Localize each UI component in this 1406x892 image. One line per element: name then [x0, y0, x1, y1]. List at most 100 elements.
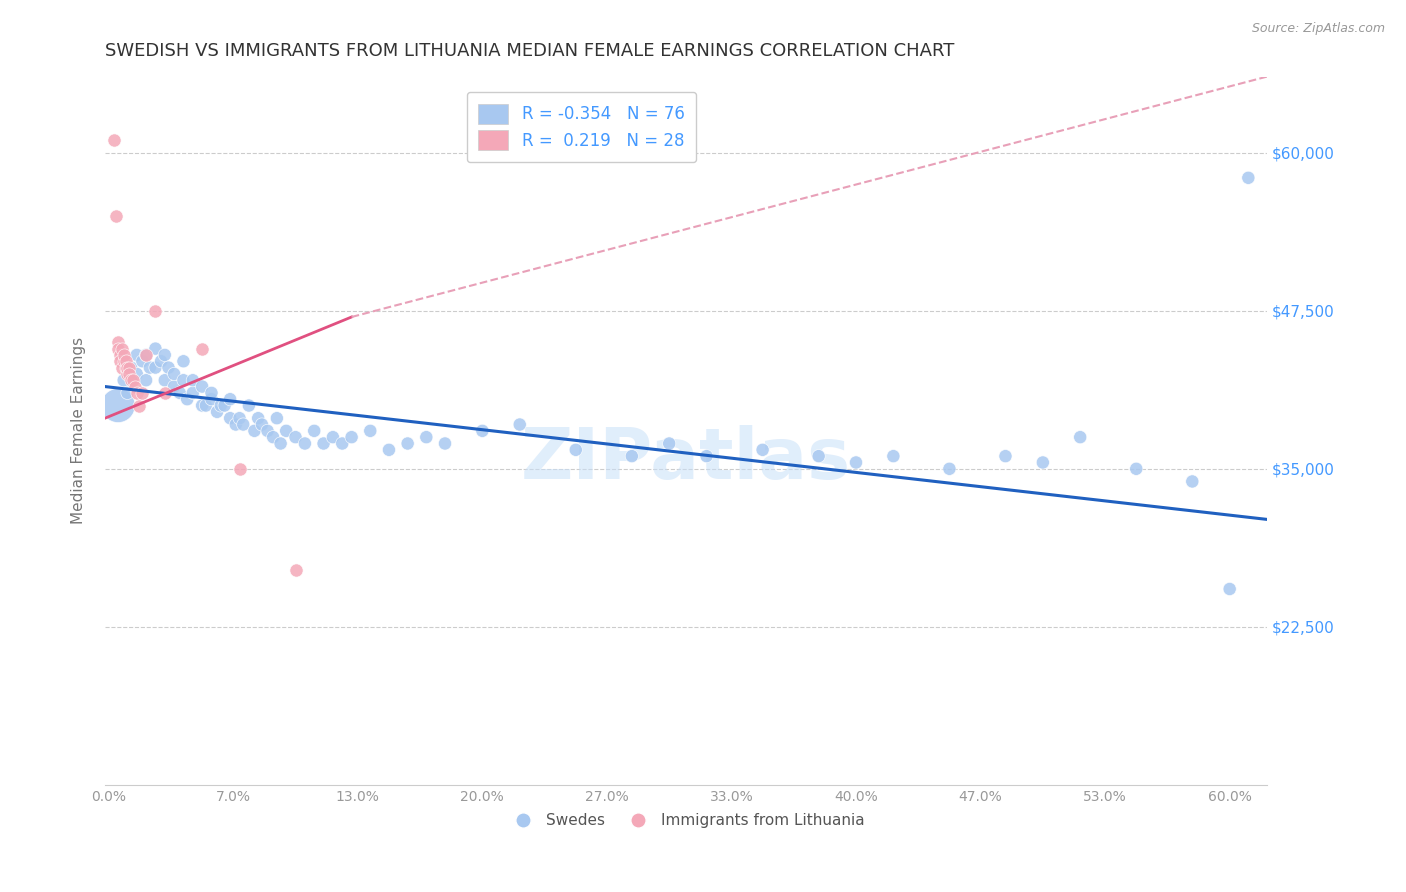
Point	[238, 399, 260, 413]
Point	[1032, 455, 1054, 469]
Point	[302, 424, 325, 438]
Point	[114, 354, 136, 368]
Point	[994, 449, 1017, 463]
Point	[108, 348, 131, 362]
Point	[169, 385, 191, 400]
Point	[139, 360, 162, 375]
Point	[111, 360, 134, 375]
Point	[284, 430, 307, 444]
Point	[157, 360, 180, 375]
Point	[219, 392, 242, 407]
Point	[131, 354, 153, 368]
Point	[322, 430, 344, 444]
Point	[266, 411, 288, 425]
Point	[145, 303, 167, 318]
Point	[172, 354, 194, 368]
Point	[882, 449, 904, 463]
Point	[1237, 170, 1260, 185]
Point	[1069, 430, 1091, 444]
Point	[565, 442, 588, 457]
Point	[131, 385, 153, 400]
Point	[415, 430, 437, 444]
Point	[200, 392, 222, 407]
Point	[696, 449, 718, 463]
Point	[378, 442, 401, 457]
Point	[117, 360, 139, 375]
Point	[232, 417, 254, 432]
Point	[200, 385, 222, 400]
Point	[191, 399, 214, 413]
Point	[247, 411, 270, 425]
Point	[276, 424, 298, 438]
Point	[225, 417, 247, 432]
Point	[228, 411, 250, 425]
Point	[125, 348, 148, 362]
Point	[270, 436, 292, 450]
Point	[135, 348, 157, 362]
Point	[145, 342, 167, 356]
Point	[125, 385, 148, 400]
Point	[153, 373, 176, 387]
Point	[228, 462, 250, 476]
Point	[145, 360, 167, 375]
Point	[807, 449, 830, 463]
Point	[128, 399, 150, 413]
Point	[509, 417, 531, 432]
Point	[219, 411, 242, 425]
Point	[396, 436, 419, 450]
Point	[107, 399, 129, 413]
Text: Source: ZipAtlas.com: Source: ZipAtlas.com	[1251, 22, 1385, 36]
Point	[330, 436, 353, 450]
Point	[209, 399, 232, 413]
Point	[191, 379, 214, 393]
Point	[108, 354, 131, 368]
Point	[124, 379, 146, 393]
Point	[153, 385, 176, 400]
Point	[153, 348, 176, 362]
Point	[359, 424, 381, 438]
Point	[125, 367, 148, 381]
Point	[181, 373, 204, 387]
Point	[658, 436, 681, 450]
Point	[120, 360, 142, 375]
Point	[105, 209, 128, 223]
Point	[194, 399, 217, 413]
Point	[107, 342, 129, 356]
Point	[150, 354, 173, 368]
Point	[135, 373, 157, 387]
Point	[312, 436, 335, 450]
Point	[262, 430, 284, 444]
Point	[103, 133, 125, 147]
Point	[243, 424, 266, 438]
Point	[340, 430, 363, 444]
Legend: Swedes, Immigrants from Lithuania: Swedes, Immigrants from Lithuania	[501, 807, 870, 834]
Point	[191, 342, 214, 356]
Point	[112, 354, 135, 368]
Point	[434, 436, 457, 450]
Point	[214, 399, 236, 413]
Point	[1219, 582, 1241, 596]
Point	[122, 373, 145, 387]
Point	[284, 563, 307, 577]
Point	[114, 360, 136, 375]
Point	[163, 379, 186, 393]
Point	[120, 373, 142, 387]
Text: ZIPatlas: ZIPatlas	[522, 425, 851, 493]
Point	[176, 392, 198, 407]
Point	[117, 385, 139, 400]
Y-axis label: Median Female Earnings: Median Female Earnings	[72, 337, 86, 524]
Point	[118, 360, 141, 375]
Point	[163, 367, 186, 381]
Point	[471, 424, 494, 438]
Point	[1181, 475, 1204, 489]
Point	[111, 342, 134, 356]
Point	[620, 449, 643, 463]
Point	[205, 405, 228, 419]
Point	[751, 442, 773, 457]
Point	[118, 367, 141, 381]
Point	[938, 462, 960, 476]
Point	[294, 436, 316, 450]
Point	[1125, 462, 1147, 476]
Point	[181, 385, 204, 400]
Point	[845, 455, 868, 469]
